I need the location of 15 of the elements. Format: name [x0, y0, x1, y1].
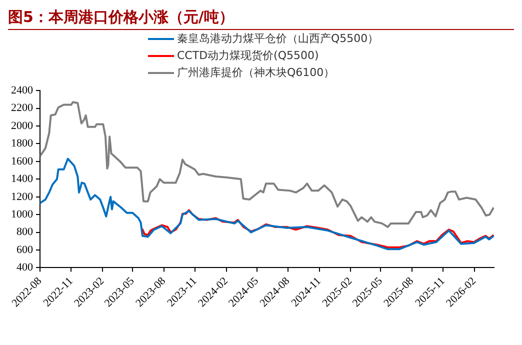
legend-label: CCTD动力煤现货价(Q5500)	[177, 48, 319, 64]
y-tick-label: 1400	[11, 173, 34, 186]
y-tick-label: 1600	[11, 155, 34, 168]
y-tick-label: 1200	[11, 190, 34, 203]
y-tick-label: 400	[16, 262, 34, 274]
legend-label: 广州港库提价（神木块Q6100）	[177, 65, 335, 81]
y-tick-label: 1800	[11, 138, 34, 150]
y-tick-label: 2200	[11, 102, 34, 114]
legend-label: 秦皇岛港动力煤平仓价（山西产Q5500）	[177, 31, 379, 47]
y-tick-label: 2400	[11, 84, 34, 96]
y-tick-label: 2000	[11, 120, 34, 132]
chart-title: 图5：本周港口价格小涨（元/吨）	[8, 8, 514, 30]
y-tick-label: 800	[16, 226, 34, 238]
y-tick-label: 1000	[11, 208, 34, 220]
y-tick-label: 600	[16, 244, 34, 256]
